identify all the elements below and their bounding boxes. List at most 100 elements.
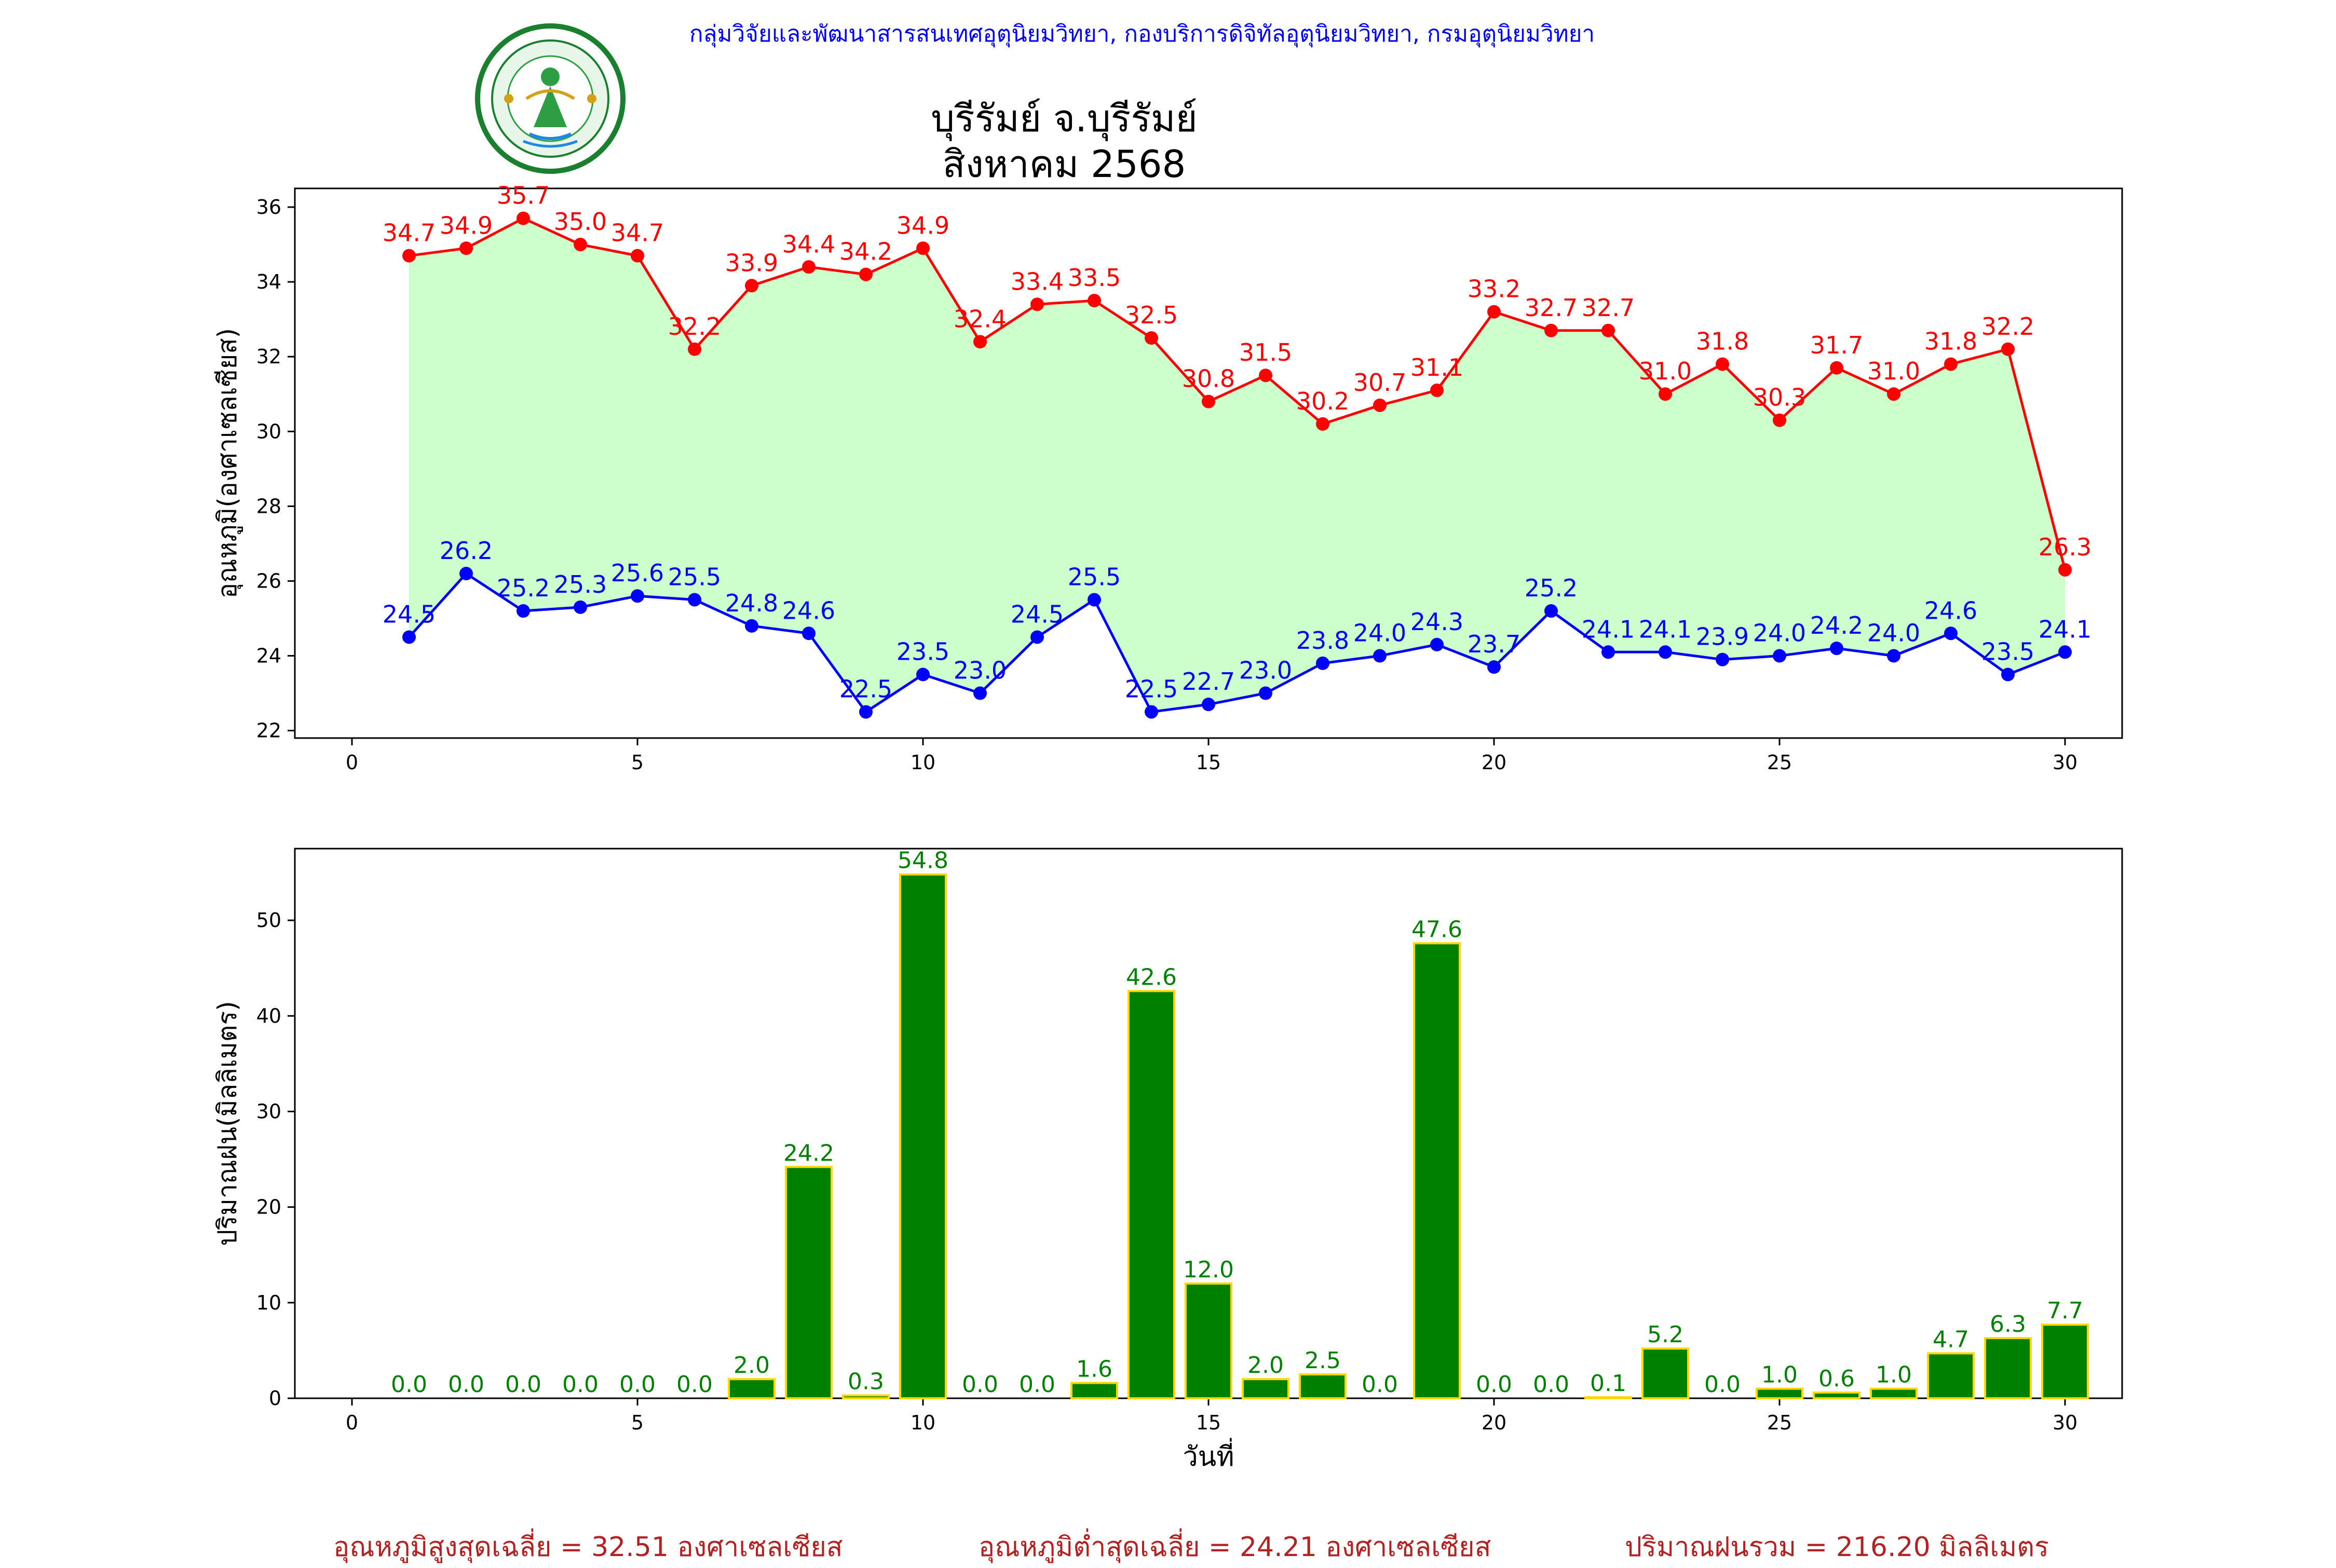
y-tick-label: 20 <box>256 1196 281 1219</box>
min-temp-data-label: 23.9 <box>1696 623 1749 651</box>
max-temp-data-label: 33.5 <box>1068 264 1121 292</box>
rain-data-label: 0.0 <box>1019 1371 1055 1398</box>
rain-data-label: 2.0 <box>734 1352 770 1379</box>
max-temp-point <box>1944 357 1958 371</box>
min-temp-point <box>402 630 416 644</box>
x-tick-label: 30 <box>2053 751 2077 774</box>
min-temp-point <box>1373 649 1387 663</box>
rain-bar <box>2041 1324 2089 1399</box>
y-tick-label: 30 <box>256 420 281 443</box>
min-temp-data-label: 24.2 <box>1810 611 1863 639</box>
max-temp-point <box>574 238 587 252</box>
max-temp-point <box>916 241 930 255</box>
y-tick-label: 10 <box>256 1291 281 1314</box>
max-temp-data-label: 30.2 <box>1296 387 1349 415</box>
x-tick-label: 20 <box>1482 751 1506 774</box>
min-temp-point <box>1202 698 1215 712</box>
rain-bar <box>1870 1387 1918 1399</box>
max-temp-data-label: 34.7 <box>611 219 664 247</box>
y-axis-label: ปริมาณฝน(มิลลิเมตร) <box>212 1001 242 1246</box>
temperature-range-fill <box>409 218 2065 712</box>
min-temp-data-label: 24.1 <box>1639 615 1692 643</box>
rain-bar <box>1185 1282 1232 1399</box>
min-temp-data-label: 24.8 <box>725 589 778 617</box>
rain-data-label: 54.8 <box>898 848 948 874</box>
rain-data-label: 4.7 <box>1933 1326 1969 1353</box>
rain-bar <box>1299 1373 1347 1400</box>
rain-data-label: 7.7 <box>2047 1298 2083 1324</box>
min-temp-data-label: 24.5 <box>383 600 436 628</box>
rain-data-label: 0.0 <box>676 1371 713 1398</box>
min-temp-point <box>1830 642 1843 656</box>
x-tick-label: 25 <box>1767 1411 1792 1434</box>
x-tick-label: 10 <box>911 1411 935 1434</box>
max-temp-point <box>631 249 644 263</box>
min-temp-data-label: 22.5 <box>839 675 892 703</box>
max-temp-data-label: 34.2 <box>839 238 892 266</box>
x-tick-label: 0 <box>346 1411 358 1434</box>
min-temp-point <box>2001 667 2015 681</box>
min-temp-point <box>574 600 587 614</box>
max-temp-data-label: 31.1 <box>1410 353 1463 381</box>
x-tick-label: 10 <box>911 751 935 774</box>
min-temp-data-label: 22.7 <box>1182 667 1235 696</box>
min-temp-data-label: 25.5 <box>1068 563 1121 591</box>
max-temp-data-label: 31.0 <box>1639 357 1692 385</box>
min-temp-point <box>1944 626 1958 640</box>
rain-data-label: 1.6 <box>1076 1356 1112 1383</box>
max-temp-data-label: 33.2 <box>1468 275 1520 303</box>
max-temp-data-label: 30.8 <box>1182 365 1235 393</box>
min-temp-data-label: 25.3 <box>554 570 607 598</box>
rain-data-label: 0.0 <box>1476 1371 1512 1398</box>
rain-data-label: 0.0 <box>448 1371 484 1398</box>
min-temp-data-label: 24.6 <box>1924 596 1977 624</box>
max-temp-data-label: 32.2 <box>1981 312 2034 340</box>
min-temp-data-label: 26.2 <box>440 537 493 565</box>
rain-bar <box>1756 1387 1803 1399</box>
x-tick-label: 30 <box>2053 1411 2077 1434</box>
min-temp-point <box>916 667 930 681</box>
rain-data-label: 0.0 <box>962 1371 998 1398</box>
rain-data-label: 47.6 <box>1411 916 1462 943</box>
max-temp-point <box>1430 384 1444 398</box>
max-temp-data-label: 30.3 <box>1753 384 1806 412</box>
y-tick-label: 22 <box>256 719 281 742</box>
min-temp-point <box>1030 630 1044 644</box>
rain-data-label: 0.0 <box>1704 1371 1741 1398</box>
rain-bar <box>899 873 947 1399</box>
min-temp-point <box>859 705 873 719</box>
x-tick-label: 15 <box>1196 751 1221 774</box>
max-temp-data-label: 34.7 <box>383 219 436 247</box>
rain-bar <box>1641 1347 1689 1399</box>
min-temp-data-label: 25.5 <box>668 563 721 591</box>
max-temp-data-label: 31.0 <box>1867 357 1920 385</box>
rain-bar <box>1070 1382 1118 1400</box>
x-axis-label: วันที่ <box>1183 1438 1234 1472</box>
rain-data-label: 2.0 <box>1247 1352 1284 1379</box>
y-tick-label: 32 <box>256 345 281 368</box>
min-temp-point <box>1773 649 1786 663</box>
max-temp-data-label: 31.8 <box>1924 328 1977 356</box>
min-temp-point <box>1716 652 1729 666</box>
max-temp-data-label: 32.4 <box>954 305 1007 333</box>
min-temp-point <box>1088 593 1101 607</box>
rain-data-label: 0.0 <box>1533 1371 1569 1398</box>
max-temp-data-label: 31.8 <box>1696 328 1749 356</box>
min-temp-point <box>1601 645 1615 659</box>
rain-bar <box>1813 1391 1860 1399</box>
max-temp-point <box>1773 413 1786 427</box>
rain-data-label: 42.6 <box>1126 964 1177 990</box>
y-tick-label: 40 <box>256 1004 281 1027</box>
min-temp-point <box>631 589 644 603</box>
rain-bar <box>1128 990 1175 1400</box>
min-temp-data-label: 23.8 <box>1296 626 1349 655</box>
min-temp-point <box>1887 649 1900 663</box>
max-temp-point <box>1145 331 1158 345</box>
max-temp-data-label: 31.5 <box>1239 338 1292 366</box>
max-temp-point <box>1487 305 1501 319</box>
min-temp-data-label: 25.2 <box>1525 574 1578 602</box>
rain-data-label: 5.2 <box>1647 1321 1683 1348</box>
rain-bar <box>842 1394 890 1400</box>
min-temp-point <box>459 567 473 581</box>
